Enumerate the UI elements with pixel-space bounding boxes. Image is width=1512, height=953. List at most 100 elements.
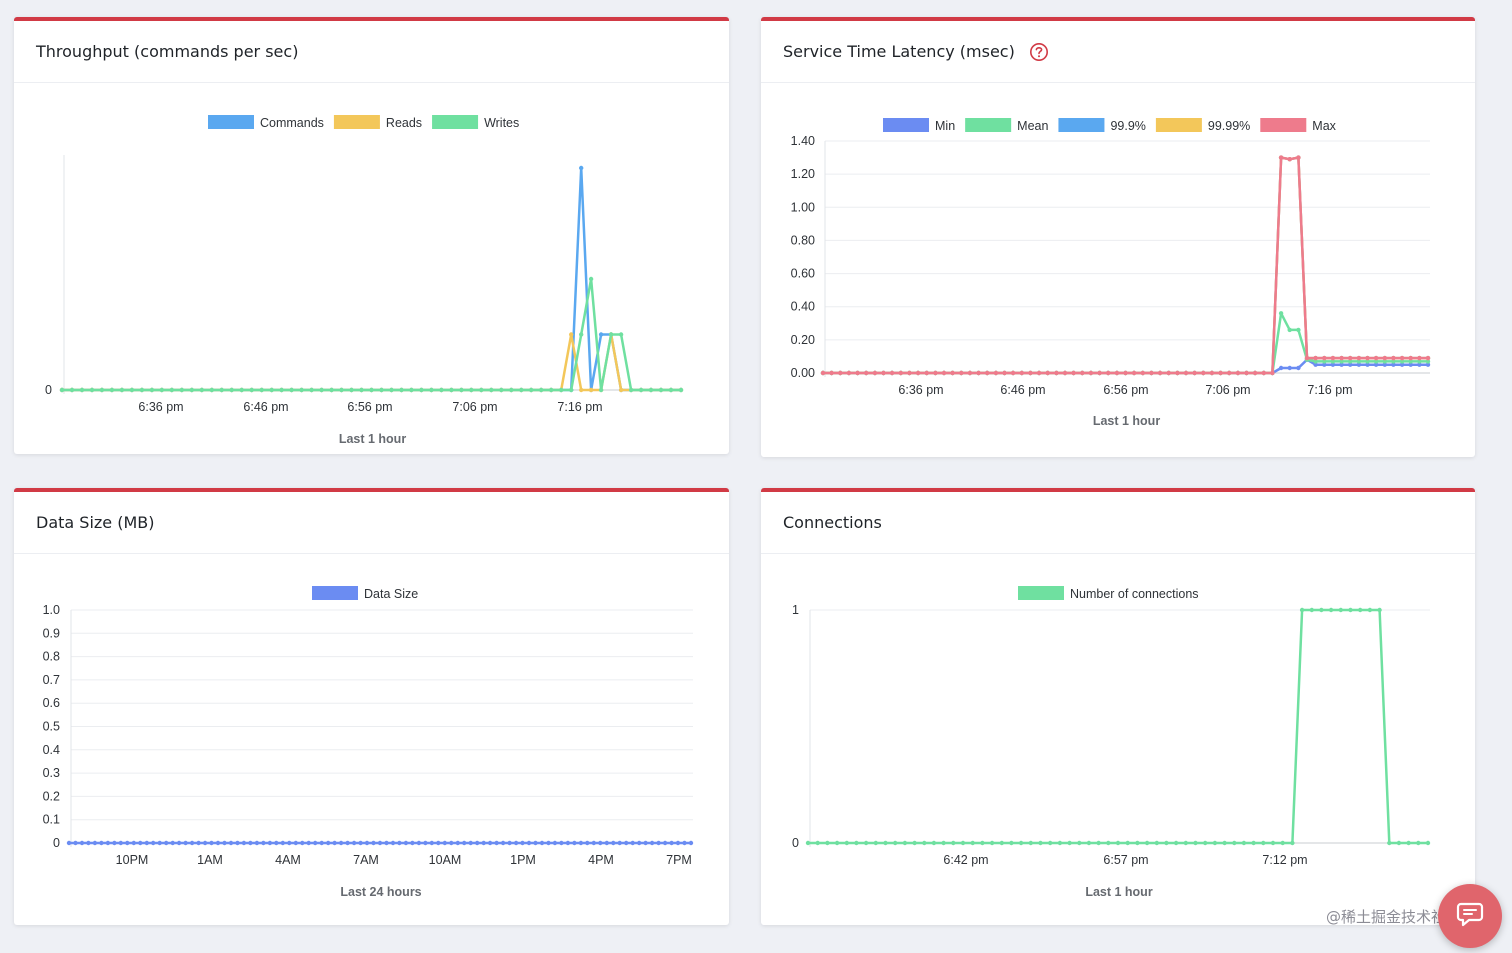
y-tick-label: 0.5 <box>43 720 60 734</box>
x-tick-label: 6:42 pm <box>943 853 988 867</box>
x-tick-label: 7PM <box>666 853 692 867</box>
data-point <box>552 840 558 846</box>
data-point <box>1373 359 1379 364</box>
data-point <box>1356 355 1362 361</box>
x-tick-label: 6:46 pm <box>243 400 288 414</box>
data-point <box>1339 355 1344 361</box>
data-point <box>643 840 648 846</box>
data-point <box>1222 840 1227 846</box>
legend-item: Mean <box>965 118 1048 133</box>
help-circle-icon[interactable] <box>1029 42 1049 62</box>
data-point <box>338 840 344 846</box>
data-point <box>1135 840 1140 846</box>
data-point <box>99 840 104 846</box>
data-point <box>189 387 194 393</box>
data-point <box>539 840 545 846</box>
data-point <box>1330 359 1336 364</box>
data-point <box>1157 370 1163 376</box>
series-line <box>823 156 1428 375</box>
data-point <box>569 387 574 393</box>
data-point <box>1201 370 1206 376</box>
x-tick-label: 6:36 pm <box>138 400 183 414</box>
data-point <box>125 840 130 846</box>
data-point <box>66 840 72 846</box>
chat-button[interactable] <box>1438 884 1502 948</box>
data-point <box>1313 362 1318 367</box>
data-point <box>469 387 474 393</box>
datasize-card: Data Size (MB) 0 0.1 0.2 0.3 0.4 0.5 0.6 0.7 0.8… <box>14 488 729 925</box>
data-point <box>588 387 594 393</box>
x-tick-label: 1AM <box>197 853 223 867</box>
data-point <box>624 840 629 846</box>
data-point <box>1088 370 1094 376</box>
data-point <box>176 840 182 846</box>
data-point <box>1062 370 1068 376</box>
data-point <box>1048 840 1053 846</box>
x-tick-label: 6:46 pm <box>1000 383 1045 397</box>
data-point <box>1071 370 1076 376</box>
legend-swatch <box>432 115 479 129</box>
data-point <box>1358 607 1363 613</box>
data-point <box>912 840 917 846</box>
data-point <box>423 840 428 846</box>
data-point <box>579 165 584 171</box>
data-point <box>668 387 674 393</box>
data-point <box>999 840 1004 846</box>
data-point <box>384 840 389 846</box>
data-point <box>449 387 454 393</box>
data-point <box>59 387 65 393</box>
data-point <box>1270 370 1275 376</box>
data-point <box>1140 370 1145 376</box>
data-point <box>139 387 145 393</box>
x-tick-label: 7:16 pm <box>1307 383 1352 397</box>
data-point <box>588 276 594 282</box>
data-point <box>1018 840 1024 846</box>
x-tick-label: 7:12 pm <box>1262 853 1307 867</box>
data-point <box>293 840 298 846</box>
throughput-card-header: Throughput (commands per sec) <box>14 21 729 83</box>
data-point <box>1399 355 1405 361</box>
data-point <box>507 840 512 846</box>
data-point <box>1097 370 1102 376</box>
data-point <box>442 840 447 846</box>
data-point <box>1183 840 1188 846</box>
data-point <box>164 840 169 846</box>
data-point <box>359 387 364 393</box>
legend-item: Writes <box>432 115 519 130</box>
data-point <box>239 387 244 393</box>
data-point <box>1106 370 1111 376</box>
data-point <box>889 370 895 376</box>
legend-label: 99.9% <box>1110 119 1145 133</box>
data-point <box>1019 370 1024 376</box>
data-point <box>1299 607 1305 613</box>
data-point <box>429 387 434 393</box>
data-point <box>287 840 292 846</box>
data-point <box>1330 355 1336 361</box>
data-point <box>410 840 415 846</box>
series-line <box>823 156 1428 375</box>
x-tick-label: 4AM <box>275 853 301 867</box>
data-point <box>299 387 304 393</box>
data-point <box>248 840 253 846</box>
legend-label: Writes <box>484 116 519 130</box>
data-point <box>105 840 111 846</box>
connections-card-header: Connections <box>761 492 1475 554</box>
y-tick-label: 1 <box>792 603 799 617</box>
data-point <box>169 387 174 393</box>
data-point <box>1373 362 1379 367</box>
data-point <box>399 387 404 393</box>
data-point <box>489 387 494 393</box>
data-point <box>1080 370 1085 376</box>
data-point <box>209 840 214 846</box>
data-point <box>229 387 234 393</box>
legend-label: Max <box>1312 119 1336 133</box>
data-point <box>419 387 424 393</box>
data-point <box>539 387 544 393</box>
data-point <box>1382 355 1387 361</box>
data-point <box>481 840 486 846</box>
data-point <box>371 840 376 846</box>
data-point <box>1212 840 1218 846</box>
data-point <box>1149 370 1154 376</box>
data-point <box>1054 370 1059 376</box>
data-point <box>1304 355 1310 361</box>
